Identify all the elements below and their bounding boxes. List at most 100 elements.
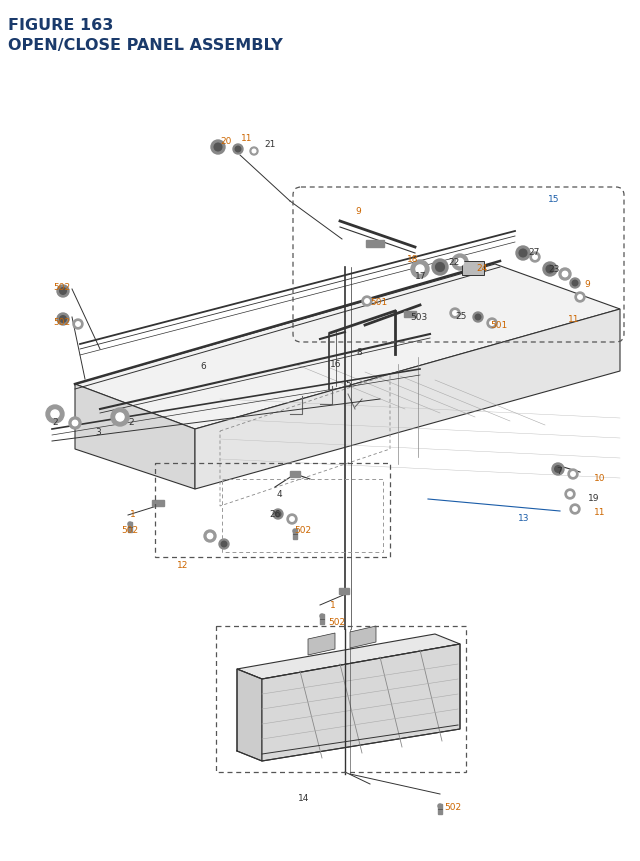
Text: 14: 14: [298, 793, 309, 802]
Circle shape: [362, 297, 372, 307]
Text: 3: 3: [95, 428, 100, 437]
Text: 5: 5: [345, 380, 351, 388]
Text: FIGURE 163: FIGURE 163: [8, 18, 113, 33]
Circle shape: [287, 514, 297, 524]
Text: 502: 502: [444, 802, 461, 811]
Circle shape: [570, 279, 580, 288]
Text: 502: 502: [294, 525, 311, 535]
Circle shape: [552, 463, 564, 475]
Text: 21: 21: [264, 139, 275, 149]
Circle shape: [438, 804, 442, 808]
Text: 7: 7: [556, 467, 562, 475]
Text: 502: 502: [121, 525, 138, 535]
Text: 11: 11: [241, 133, 253, 143]
Polygon shape: [308, 633, 335, 655]
Text: 13: 13: [518, 513, 529, 523]
Text: 10: 10: [594, 474, 605, 482]
Text: 2: 2: [52, 418, 58, 426]
Circle shape: [57, 286, 69, 298]
Bar: [152, 500, 164, 506]
Text: 12: 12: [177, 561, 188, 569]
Text: 1: 1: [130, 510, 136, 518]
Bar: [462, 262, 484, 276]
Text: 26: 26: [269, 510, 280, 518]
Circle shape: [575, 293, 585, 303]
Polygon shape: [237, 635, 460, 679]
Circle shape: [568, 469, 578, 480]
Text: 9: 9: [584, 280, 589, 288]
Circle shape: [532, 256, 537, 260]
Text: 19: 19: [588, 493, 600, 503]
Circle shape: [516, 247, 530, 261]
Polygon shape: [75, 264, 620, 430]
Bar: [320, 614, 324, 624]
Circle shape: [290, 517, 294, 522]
Text: OPEN/CLOSE PANEL ASSEMBLY: OPEN/CLOSE PANEL ASSEMBLY: [8, 38, 283, 53]
Text: 502: 502: [328, 617, 345, 626]
Circle shape: [416, 266, 424, 274]
Circle shape: [450, 308, 460, 319]
Circle shape: [111, 408, 129, 426]
Bar: [293, 530, 297, 539]
Circle shape: [214, 144, 222, 152]
Circle shape: [452, 255, 468, 270]
Circle shape: [207, 534, 212, 539]
Circle shape: [546, 266, 554, 274]
Polygon shape: [195, 310, 620, 489]
Circle shape: [578, 295, 582, 300]
Text: 502: 502: [53, 318, 70, 326]
Circle shape: [365, 300, 369, 304]
Bar: [438, 804, 442, 814]
Text: 24: 24: [476, 263, 487, 273]
Circle shape: [60, 288, 67, 295]
Circle shape: [565, 489, 575, 499]
Text: 11: 11: [594, 507, 605, 517]
Text: 2: 2: [128, 418, 134, 426]
Text: 501: 501: [490, 320, 508, 330]
Text: 17: 17: [415, 272, 426, 281]
Text: 1: 1: [330, 600, 336, 610]
Circle shape: [452, 312, 457, 316]
Text: 8: 8: [356, 348, 362, 356]
Circle shape: [76, 322, 80, 327]
Circle shape: [72, 421, 77, 426]
Circle shape: [519, 250, 527, 257]
Circle shape: [73, 319, 83, 330]
Text: 27: 27: [528, 248, 540, 257]
Circle shape: [563, 272, 568, 277]
Circle shape: [571, 472, 575, 477]
Circle shape: [530, 253, 540, 263]
Circle shape: [60, 316, 67, 323]
Text: 22: 22: [448, 257, 460, 267]
Circle shape: [233, 145, 243, 155]
Text: 4: 4: [277, 489, 283, 499]
Polygon shape: [237, 669, 262, 761]
Text: 6: 6: [200, 362, 205, 370]
Circle shape: [456, 259, 463, 266]
Circle shape: [69, 418, 81, 430]
Circle shape: [555, 466, 561, 473]
Text: 20: 20: [220, 137, 232, 146]
Polygon shape: [262, 644, 460, 761]
Circle shape: [487, 319, 497, 329]
Circle shape: [476, 315, 481, 320]
Circle shape: [572, 281, 578, 287]
Bar: [128, 523, 132, 532]
Circle shape: [432, 260, 448, 276]
Bar: [366, 240, 384, 247]
Circle shape: [204, 530, 216, 542]
Circle shape: [51, 411, 59, 418]
Circle shape: [250, 148, 258, 156]
Polygon shape: [75, 385, 195, 489]
Text: 503: 503: [410, 313, 428, 322]
Polygon shape: [350, 626, 376, 648]
Circle shape: [320, 614, 324, 618]
Text: 502: 502: [53, 282, 70, 292]
Circle shape: [116, 413, 124, 422]
Bar: [339, 588, 349, 594]
Circle shape: [252, 150, 256, 153]
Circle shape: [570, 505, 580, 514]
Circle shape: [128, 523, 132, 526]
Text: 9: 9: [355, 207, 361, 216]
Bar: [290, 472, 300, 478]
